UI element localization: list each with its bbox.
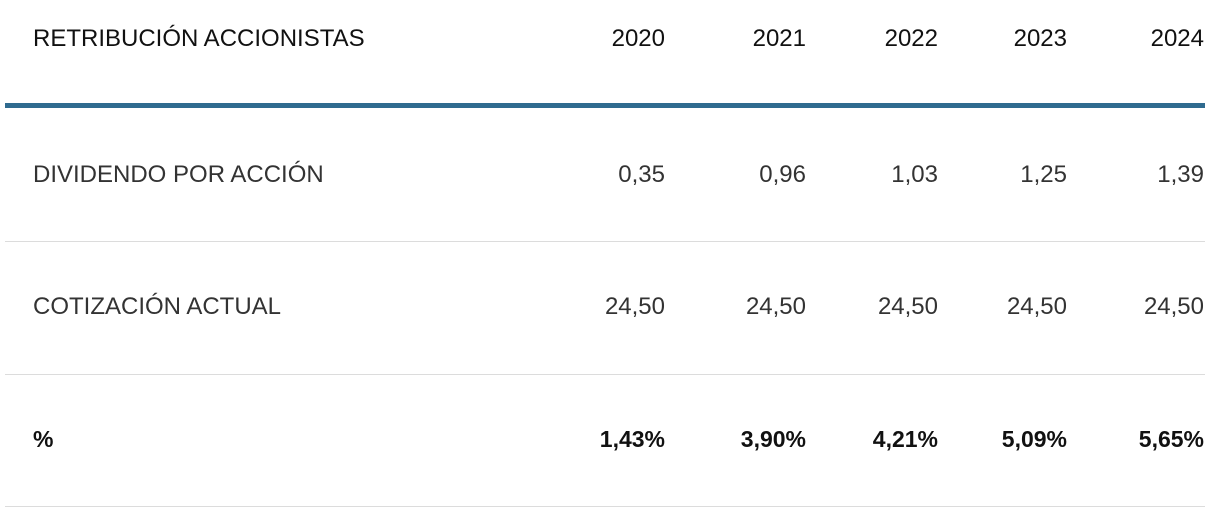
header-cell: 2020 bbox=[611, 25, 665, 52]
row-label: % bbox=[33, 426, 54, 452]
row-cell: 24,50 bbox=[604, 293, 665, 320]
row-cell: 0,96 bbox=[759, 161, 806, 188]
row-cell: 0,35 bbox=[618, 161, 665, 188]
row-divider bbox=[5, 241, 1205, 242]
row-cell: 1,03 bbox=[891, 161, 938, 188]
header-cell: 2022 bbox=[884, 25, 938, 52]
header-cell: 2024 bbox=[1150, 25, 1204, 52]
row-cell: 1,43% bbox=[599, 426, 665, 452]
row-divider bbox=[5, 374, 1205, 375]
header-cell: 2023 bbox=[1013, 25, 1067, 52]
row-cell: 1,25 bbox=[1020, 161, 1067, 188]
row-cell: 5,65% bbox=[1138, 426, 1204, 452]
row-label: DIVIDENDO POR ACCIÓN bbox=[33, 161, 324, 188]
row-cell: 3,90% bbox=[740, 426, 806, 452]
row-cell: 24,50 bbox=[1006, 293, 1067, 320]
row-cell: 24,50 bbox=[877, 293, 938, 320]
header-cell: 2021 bbox=[752, 25, 806, 52]
row-cell: 4,21% bbox=[872, 426, 938, 452]
row-cell: 1,39 bbox=[1157, 161, 1204, 188]
row-cell: 24,50 bbox=[1143, 293, 1204, 320]
row-label: COTIZACIÓN ACTUAL bbox=[33, 293, 282, 320]
row-divider bbox=[5, 506, 1205, 507]
row-cell: 5,09% bbox=[1001, 426, 1067, 452]
header-label: RETRIBUCIÓN ACCIONISTAS bbox=[33, 25, 365, 52]
row-cell: 24,50 bbox=[745, 293, 806, 320]
header-rule bbox=[5, 103, 1205, 108]
